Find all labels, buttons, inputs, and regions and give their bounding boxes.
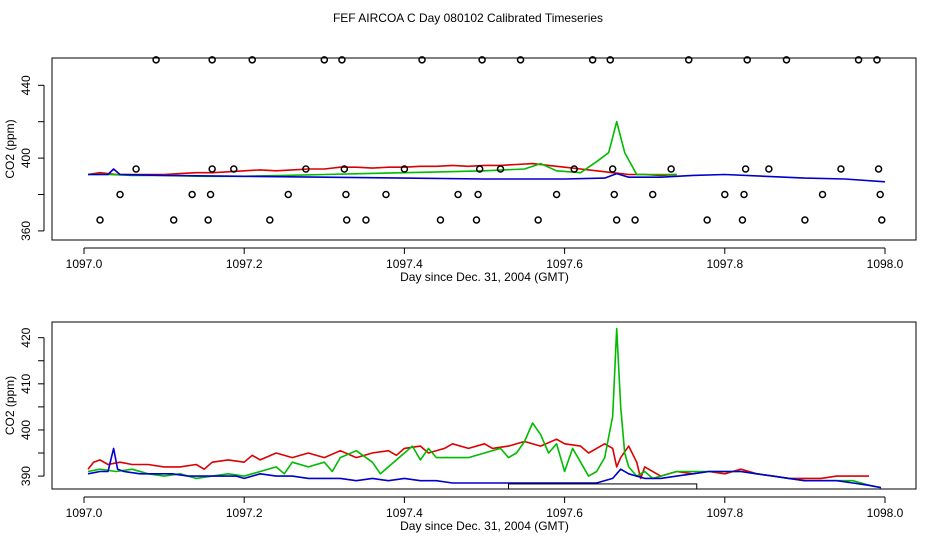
marker-circle [362, 216, 370, 224]
marker-circle [472, 216, 481, 224]
marker-circle [878, 216, 886, 224]
y-tick-label: 410 [19, 373, 33, 393]
marker-circle [552, 190, 561, 199]
marker-circle [436, 216, 445, 224]
figure-title: FEF AIRCOA C Day 080102 Calibrated Times… [333, 11, 603, 25]
marker-circle [169, 216, 178, 224]
marker-circle [516, 56, 525, 64]
marker-circle [876, 190, 884, 199]
marker-circle [721, 190, 729, 199]
marker-circle [606, 56, 615, 64]
marker-circle [854, 56, 863, 64]
top-panel: 1097.0 1097.2 1097.4 1097.6 1097.8 1098.0 Day … [3, 56, 917, 284]
y-axis-label: CO2 (ppm) [3, 376, 17, 435]
marker-circle [534, 216, 542, 224]
marker-circle [496, 165, 505, 173]
marker-circle [631, 216, 639, 224]
marker-circle [338, 56, 346, 64]
x-tick-label: 1097.0 [66, 257, 103, 271]
marker-circle [741, 165, 750, 173]
x-tick-label: 1097.2 [226, 506, 263, 520]
y-tick-label: 420 [19, 327, 33, 347]
marker-circle [188, 190, 196, 199]
marker-circle [132, 165, 140, 173]
x-tick-label: 1097.0 [66, 506, 103, 520]
marker-circle [474, 190, 482, 199]
marker-circle [873, 56, 881, 64]
marker-circle [400, 165, 409, 173]
x-tick-label: 1097.6 [546, 506, 583, 520]
marker-circle [703, 216, 711, 224]
marker-circle [204, 216, 212, 224]
marker-circle [382, 190, 390, 199]
x-tick-label: 1097.4 [386, 506, 423, 520]
plot-frame [51, 321, 917, 490]
x-tick-label: 1097.8 [706, 506, 743, 520]
marker-circle [570, 165, 578, 173]
marker-circle [478, 56, 486, 64]
marker-circle [302, 165, 310, 173]
marker-circle [248, 56, 256, 64]
x-tick-label: 1098.0 [867, 257, 904, 271]
marker-circle [648, 190, 657, 199]
x-axis-label: Day since Dec. 31, 2004 (GMT) [400, 519, 569, 533]
y-tick-label: 400 [19, 420, 33, 440]
series-line-blue [88, 168, 886, 183]
marker-circle [740, 190, 748, 199]
range-box [508, 483, 698, 490]
x-tick-label: 1097.2 [226, 257, 263, 271]
marker-circle [116, 190, 124, 199]
marker-circle [743, 56, 751, 64]
marker-circle [801, 216, 809, 224]
marker-circle [96, 216, 104, 224]
marker-circle [667, 165, 675, 173]
marker-circle [418, 56, 426, 64]
marker-circle [454, 190, 462, 199]
marker-circle [818, 190, 827, 199]
series-line-blue [87, 447, 882, 489]
y-tick-label: 360 [19, 221, 33, 241]
marker-circle [208, 165, 216, 173]
marker-circle [230, 165, 238, 173]
x-tick-label: 1097.6 [546, 257, 583, 271]
marker-circle [874, 165, 883, 173]
marker-circle [782, 56, 791, 64]
marker-circle [610, 190, 619, 199]
marker-circle [342, 190, 350, 199]
y-axis-label: CO2 (ppm) [3, 119, 17, 178]
marker-circle [612, 216, 621, 224]
y-tick-label: 390 [19, 466, 33, 486]
marker-circle [208, 56, 216, 64]
marker-circle [152, 56, 160, 64]
bottom-panel: 1097.0 1097.2 1097.4 1097.6 1097.8 1098.0 Day … [3, 321, 917, 533]
x-tick-label: 1097.4 [386, 257, 423, 271]
x-tick-label: 1098.0 [867, 506, 904, 520]
marker-circle [588, 56, 597, 64]
marker-circle [342, 216, 351, 224]
marker-circle [765, 165, 773, 173]
marker-circle [475, 165, 484, 173]
marker-circle [837, 165, 845, 173]
y-tick-label: 440 [19, 75, 33, 95]
marker-circle [608, 165, 617, 173]
marker-circle [266, 216, 274, 224]
x-tick-label: 1097.8 [706, 257, 743, 271]
marker-circle [320, 56, 329, 64]
marker-circle [284, 190, 293, 199]
y-tick-label: 400 [19, 148, 33, 168]
marker-circle [738, 216, 747, 224]
x-axis-label: Day since Dec. 31, 2004 (GMT) [400, 270, 569, 284]
marker-circle [206, 190, 215, 199]
marker-circle [685, 56, 693, 64]
marker-circle [340, 165, 349, 173]
